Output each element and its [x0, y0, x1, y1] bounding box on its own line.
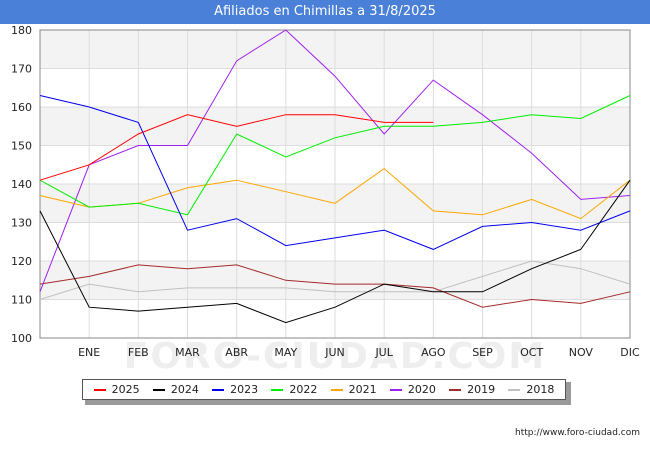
x-tick-label: DIC [620, 346, 640, 359]
legend-swatch [271, 388, 284, 391]
y-tick-label: 160 [11, 101, 32, 114]
series-line-2022 [39, 95, 631, 216]
x-tick-label: JUN [324, 346, 345, 359]
chart-title: Afiliados en Chimillas a 31/8/2025 [214, 4, 436, 19]
source-credit: http://www.foro-ciudad.com [515, 428, 640, 438]
legend-item-2025: 2025 [93, 383, 140, 396]
legend-swatch [212, 388, 225, 391]
legend-item-2023: 2023 [212, 383, 258, 396]
x-tick-label: AGO [421, 346, 446, 359]
y-tick-label: 120 [11, 255, 32, 268]
legend-item-2019: 2019 [449, 383, 495, 396]
legend-label: 2021 [348, 383, 377, 396]
y-tick-label: 180 [11, 24, 32, 37]
legend-item-2024: 2024 [152, 383, 199, 396]
series-line-2023 [39, 95, 631, 250]
y-tick-label: 130 [11, 217, 32, 230]
legend-item-2020: 2020 [389, 383, 436, 396]
x-tick-label: ABR [225, 346, 248, 359]
x-tick-label: OCT [520, 346, 543, 359]
legend-swatch [449, 388, 462, 391]
watermark: FORO-CIUDAD.COM [124, 336, 546, 377]
x-tick-label: NOV [569, 346, 594, 359]
legend-swatch [330, 388, 343, 391]
legend-swatch [508, 388, 521, 391]
legend: 2025 2024 2023 2022 2021 2020 2019 2018 [82, 379, 566, 400]
series-line-2024 [39, 179, 631, 324]
legend-label: 2019 [467, 383, 496, 396]
y-tick-label: 140 [11, 178, 32, 191]
y-tick-label: 170 [11, 63, 32, 76]
y-tick-label: 150 [11, 140, 32, 153]
legend-label: 2023 [230, 383, 259, 396]
legend-label: 2022 [289, 383, 318, 396]
x-tick-label: MAY [274, 346, 297, 359]
legend-label: 2025 [111, 383, 140, 396]
legend-label: 2018 [526, 383, 555, 396]
series-line-2018 [39, 260, 631, 300]
series-line-2025 [39, 114, 434, 181]
legend-item-2022: 2022 [271, 383, 317, 396]
series-line-2019 [39, 264, 631, 308]
legend-label: 2020 [407, 383, 436, 396]
legend-swatch [389, 388, 402, 391]
legend-label: 2024 [170, 383, 199, 396]
legend-swatch [152, 388, 165, 391]
x-tick-label: SEP [472, 346, 493, 359]
title-bar [0, 0, 650, 24]
x-tick-label: JUL [374, 346, 393, 359]
x-tick-label: MAR [175, 346, 200, 359]
y-tick-label: 110 [11, 294, 32, 307]
legend-swatch [93, 388, 106, 391]
x-tick-label: ENE [78, 346, 100, 359]
y-tick-label: 100 [11, 332, 32, 345]
x-tick-label: FEB [128, 346, 149, 359]
plot-frame [39, 29, 631, 339]
series-line-2020 [39, 29, 631, 292]
legend-item-2021: 2021 [330, 383, 377, 396]
legend-item-2018: 2018 [508, 383, 554, 396]
